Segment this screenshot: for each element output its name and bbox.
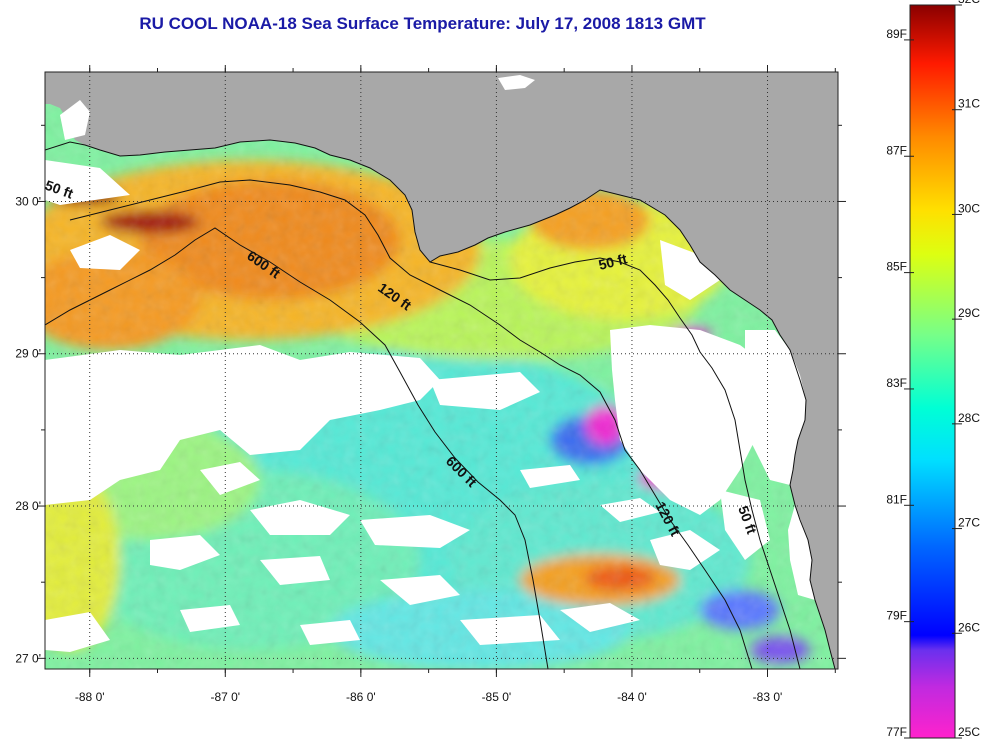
colorbar-c-label: 31C: [958, 97, 980, 111]
colorbar-fahrenheit-labels: 89F 87F 85F 83F 81F 79F 77F: [886, 27, 914, 739]
y-tick-label: 27 0': [15, 651, 41, 665]
coastline: [45, 139, 836, 669]
axis-labels: -88 0' -87 0' -86 0' -85 0' -84 0' -83 0' 27 0…: [15, 194, 782, 704]
y-tick-label: 28 0': [15, 499, 41, 513]
axis-ticks: [37, 65, 846, 677]
y-tick-label: 29 0': [15, 347, 41, 361]
colorbar-c-label: 25C: [958, 725, 980, 739]
colorbar-f-label: 81F: [886, 492, 907, 506]
colorbar-c-label: 26C: [958, 620, 980, 634]
contour-label: 50 ft: [597, 250, 629, 273]
bathymetry-contours: [45, 179, 801, 669]
colorbar-c-label: 27C: [958, 516, 980, 530]
sst-field: [45, 72, 838, 669]
plot-frame: [44, 71, 839, 670]
x-tick-label: -88 0': [75, 690, 105, 704]
colorbar-c-label: 28C: [958, 411, 980, 425]
map-title: RU COOL NOAA-18 Sea Surface Temperature:…: [139, 14, 706, 33]
land-mask: [45, 72, 838, 669]
colorbar-f-label: 77F: [886, 725, 907, 739]
y-tick-label: 30 0': [15, 194, 41, 208]
colorbar-f-label: 79F: [886, 609, 907, 623]
x-tick-label: -85 0': [482, 690, 512, 704]
cloud-cover: [45, 160, 770, 652]
colorbar-celsius-labels: 32C 31C 30C 29C 28C 27C 26C 25C: [952, 0, 980, 739]
colorbar-c-label: 32C: [958, 0, 980, 6]
colorbar-gradient: [909, 4, 956, 739]
x-tick-label: -87 0': [210, 690, 240, 704]
x-tick-label: -83 0': [753, 690, 783, 704]
colorbar-f-label: 87F: [886, 143, 907, 157]
grid-lines: [45, 72, 838, 669]
colorbar-f-label: 89F: [886, 27, 907, 41]
x-tick-label: -84 0': [617, 690, 647, 704]
colorbar-c-label: 29C: [958, 306, 980, 320]
colorbar-f-label: 83F: [886, 376, 907, 390]
x-tick-label: -86 0': [346, 690, 376, 704]
colorbar-f-label: 85F: [886, 260, 907, 274]
colorbar-c-label: 30C: [958, 201, 980, 215]
